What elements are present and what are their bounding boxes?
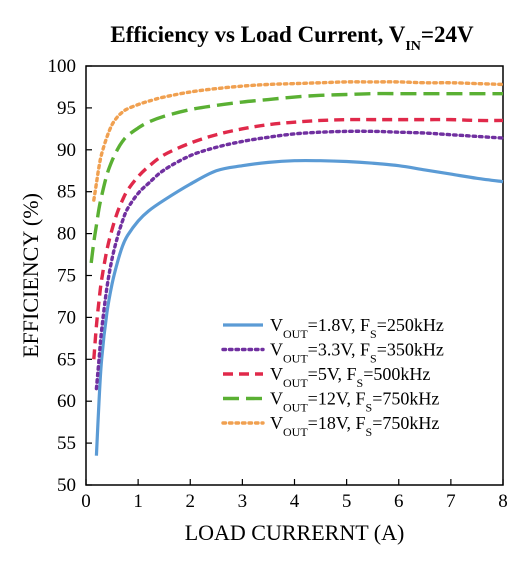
legend-label-2: VOUT=3.3V, FS=350kHz [270, 340, 444, 366]
y-tick-label: 55 [57, 433, 76, 454]
x-tick-label: 7 [446, 491, 456, 512]
y-tick-label: 85 [57, 182, 76, 203]
x-tick-label: 3 [238, 491, 248, 512]
y-ticks: 50 55 60 65 70 75 80 85 90 95 100 [48, 56, 92, 496]
legend-label-1: VOUT=1.8V, FS=250kHz [270, 315, 444, 341]
y-tick-label: 75 [57, 266, 76, 287]
y-tick-label: 100 [48, 56, 77, 77]
series-line-3 [92, 117, 504, 360]
x-tick-label: 6 [394, 491, 404, 512]
y-axis-label: EFFICIENCY (%) [18, 193, 43, 358]
title-suffix: =24V [421, 22, 474, 47]
x-tick-label: 2 [186, 491, 196, 512]
y-tick-label: 80 [57, 224, 76, 245]
x-tick-label: 5 [342, 491, 352, 512]
x-tick-label: 8 [498, 491, 508, 512]
title-subscript: IN [405, 39, 421, 54]
y-tick-label: 50 [57, 475, 76, 496]
y-tick-label: 70 [57, 307, 76, 328]
x-ticks: 0 1 2 3 4 5 6 7 8 [81, 479, 508, 512]
y-tick-label: 60 [57, 391, 76, 412]
plot-frame [85, 65, 504, 486]
series-line-5 [92, 80, 505, 202]
legend-label-4: VOUT=12V, FS=750kHz [270, 389, 439, 415]
x-tick-label: 0 [81, 491, 91, 512]
chart-title: Efficiency vs Load Current, VIN=24V [110, 22, 474, 54]
series-line-4 [89, 91, 503, 264]
title-main: Efficiency vs Load Current, V [110, 22, 405, 47]
y-tick-label: 65 [57, 349, 76, 370]
x-tick-label: 4 [290, 491, 300, 512]
y-tick-label: 95 [57, 98, 76, 119]
series-line-2 [94, 129, 505, 391]
legend-label-3: VOUT=5V, FS=500kHz [270, 364, 430, 390]
series-lines [89, 80, 505, 456]
series-line-1 [94, 158, 504, 456]
y-tick-label: 90 [57, 140, 76, 161]
x-axis-label: LOAD CURRERNT (A) [185, 520, 405, 545]
x-tick-label: 1 [133, 491, 143, 512]
legend-label-5: VOUT=18V, FS=750kHz [270, 413, 439, 439]
